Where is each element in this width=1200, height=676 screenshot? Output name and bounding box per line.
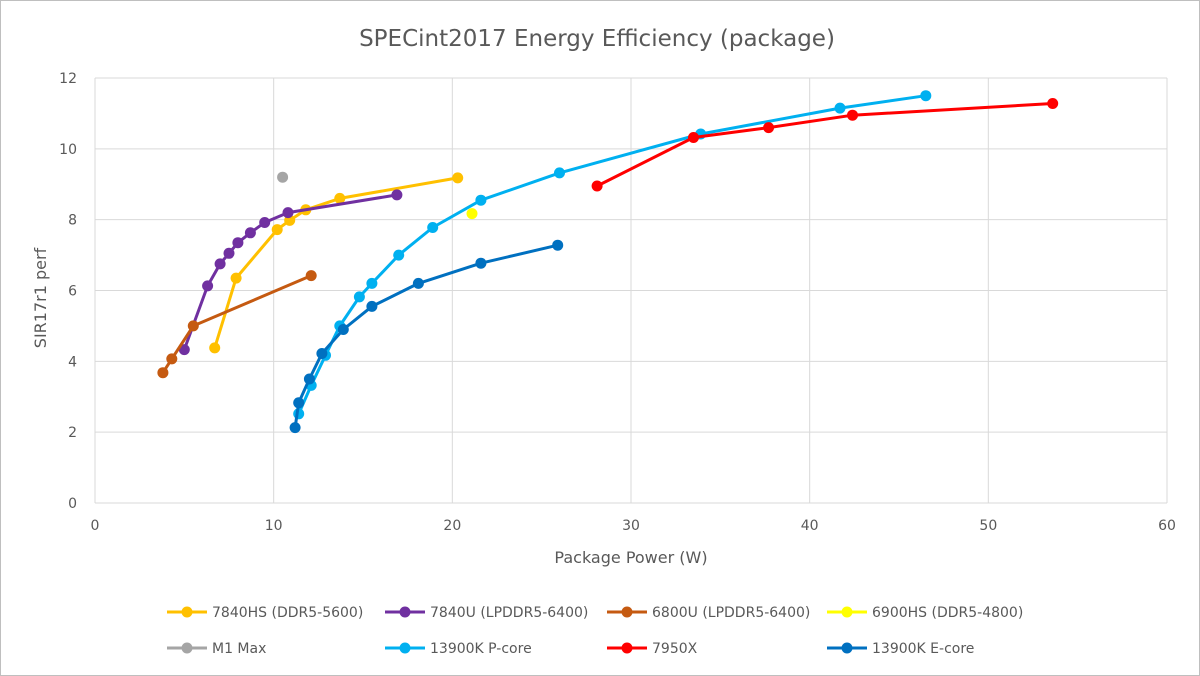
data-point-13900k-p-core — [554, 167, 565, 179]
series-13900k-e-core — [289, 239, 564, 434]
legend-item-7950x: 7950X — [607, 641, 698, 657]
legend-label: 7840U (LPDDR5-6400) — [430, 605, 588, 621]
data-point-13900k-e-core — [337, 324, 349, 335]
series-line-13900k-p-core — [297, 94, 928, 416]
data-point-m1-max — [277, 171, 289, 183]
data-point-13900k-e-core — [303, 373, 315, 385]
data-point-7950x — [763, 122, 775, 134]
x-tick-label: 60 — [1158, 518, 1176, 534]
data-point-13900k-e-core — [316, 348, 328, 359]
y-tick-labels: 0 2 4 6 8 10 12 — [59, 71, 77, 512]
legend-label: M1 Max — [212, 641, 266, 657]
legend-swatch-marker — [399, 606, 411, 618]
data-point-6800u-lpddr5-6400 — [305, 270, 317, 282]
legend-swatch-marker — [399, 642, 411, 654]
x-tick-label: 20 — [443, 518, 461, 534]
data-point-6900hs-ddr5-4800 — [466, 208, 478, 220]
y-tick-label: 0 — [68, 496, 77, 512]
legend-label: 7950X — [652, 641, 698, 657]
legend-label: 13900K E-core — [872, 641, 974, 657]
data-point-13900k-p-core — [920, 90, 932, 102]
x-tick-label: 40 — [801, 518, 819, 534]
series-layer — [157, 90, 1059, 434]
legend-swatch-marker — [621, 606, 633, 618]
x-axis-label: Package Power (W) — [554, 548, 707, 567]
series-6900hs-ddr5-4800 — [466, 208, 478, 220]
legend-swatch-marker — [841, 642, 853, 654]
legend-item-m1-max: M1 Max — [167, 641, 266, 657]
series-line-6800u-lpddr5-6400 — [161, 274, 313, 375]
data-point-7840hs-ddr5-5600 — [209, 342, 221, 354]
legend-label: 6800U (LPDDR5-6400) — [652, 605, 810, 621]
x-tick-labels: 0 10 20 30 40 50 60 — [91, 518, 1176, 534]
y-tick-label: 4 — [68, 354, 77, 370]
data-point-7840hs-ddr5-5600 — [230, 272, 242, 284]
data-point-7840hs-ddr5-5600 — [334, 192, 346, 204]
legend-label: 7840HS (DDR5-5600) — [212, 605, 363, 621]
data-point-13900k-e-core — [289, 422, 301, 434]
data-point-7840hs-ddr5-5600 — [271, 224, 283, 236]
data-point-6800u-lpddr5-6400 — [187, 320, 199, 332]
legend-item-13900k-p-core: 13900K P-core — [385, 641, 532, 657]
y-tick-label: 6 — [68, 284, 77, 300]
legend: 7840HS (DDR5-5600) 7840U (LPDDR5-6400) 680… — [167, 605, 1023, 657]
y-tick-label: 12 — [59, 71, 77, 87]
data-point-7840u-lpddr5-6400 — [223, 247, 235, 259]
chart-title: SPECint2017 Energy Efficiency (package) — [359, 26, 835, 52]
legend-label: 6900HS (DDR5-4800) — [872, 605, 1023, 621]
x-tick-label: 10 — [265, 518, 283, 534]
data-point-7840u-lpddr5-6400 — [214, 258, 226, 270]
data-point-13900k-p-core — [834, 102, 846, 114]
y-tick-label: 10 — [59, 142, 77, 158]
data-point-13900k-p-core — [475, 194, 487, 206]
legend-swatch-marker — [181, 606, 193, 618]
x-tick-label: 30 — [622, 518, 640, 534]
data-point-7840u-lpddr5-6400 — [259, 217, 271, 228]
data-point-13900k-p-core — [353, 291, 365, 303]
y-tick-label: 8 — [68, 213, 77, 229]
legend-item-7840u-lpddr5-6400: 7840U (LPDDR5-6400) — [385, 605, 588, 621]
legend-item-6800u-lpddr5-6400: 6800U (LPDDR5-6400) — [607, 605, 810, 621]
y-axis-label: SIR17r1 perf — [31, 247, 50, 348]
data-point-13900k-e-core — [552, 239, 564, 251]
gridlines — [94, 77, 1168, 504]
data-point-7840hs-ddr5-5600 — [452, 172, 464, 184]
data-point-7840u-lpddr5-6400 — [178, 344, 190, 356]
y-tick-label: 2 — [68, 425, 77, 441]
series-13900k-p-core — [293, 90, 932, 420]
data-point-7840u-lpddr5-6400 — [282, 207, 294, 219]
data-point-13900k-p-core — [366, 277, 378, 289]
data-point-13900k-e-core — [412, 277, 424, 289]
data-point-7950x — [591, 180, 603, 192]
x-tick-label: 0 — [91, 518, 100, 534]
data-point-13900k-p-core — [427, 222, 439, 233]
data-point-13900k-e-core — [475, 257, 487, 269]
data-point-6800u-lpddr5-6400 — [157, 367, 169, 379]
data-point-7950x — [688, 132, 699, 143]
legend-swatch-marker — [181, 642, 193, 654]
data-point-7840u-lpddr5-6400 — [202, 280, 214, 292]
legend-item-6900hs-ddr5-4800: 6900HS (DDR5-4800) — [827, 605, 1023, 621]
legend-item-13900k-e-core: 13900K E-core — [827, 641, 974, 657]
series-m1-max — [277, 171, 289, 183]
data-point-13900k-e-core — [293, 397, 305, 409]
data-point-13900k-e-core — [366, 300, 378, 312]
x-tick-label: 50 — [979, 518, 997, 534]
data-point-7840u-lpddr5-6400 — [244, 227, 256, 239]
legend-swatch-marker — [841, 606, 853, 618]
data-point-13900k-p-core — [393, 249, 405, 261]
data-point-7840u-lpddr5-6400 — [391, 189, 403, 201]
data-point-7950x — [847, 109, 858, 121]
data-point-7840u-lpddr5-6400 — [232, 237, 244, 249]
data-point-7950x — [1047, 98, 1059, 109]
data-point-6800u-lpddr5-6400 — [166, 353, 178, 365]
legend-swatch-marker — [621, 642, 633, 654]
series-7840u-lpddr5-6400 — [178, 189, 403, 356]
series-7950x — [591, 98, 1059, 192]
legend-item-7840hs-ddr5-5600: 7840HS (DDR5-5600) — [167, 605, 363, 621]
legend-label: 13900K P-core — [430, 641, 532, 657]
series-6800u-lpddr5-6400 — [157, 270, 317, 379]
